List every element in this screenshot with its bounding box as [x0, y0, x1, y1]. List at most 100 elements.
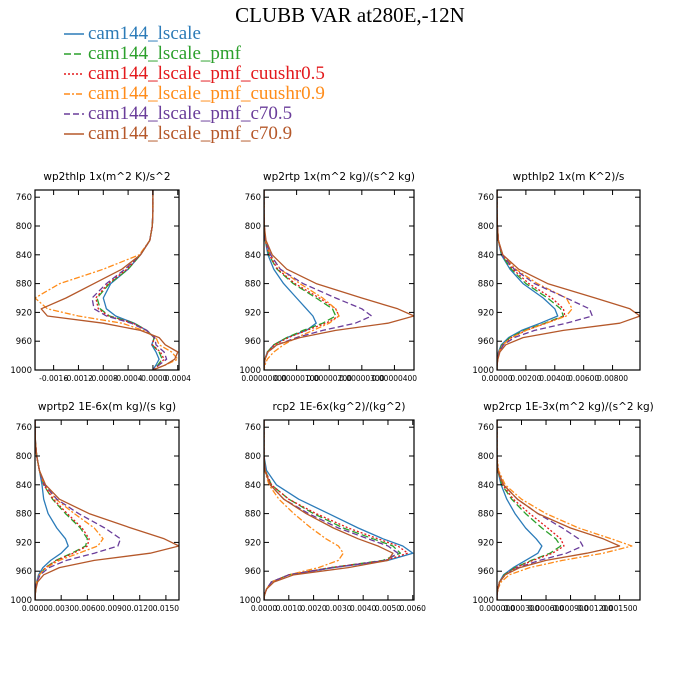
- y-tick-label: 1000: [239, 366, 261, 376]
- y-tick-label: 1000: [10, 596, 32, 606]
- y-tick-label: 840: [245, 481, 261, 491]
- x-tick-label: 0.00800: [597, 374, 628, 383]
- series-line-2: [497, 420, 562, 600]
- series-line-3: [264, 420, 409, 600]
- y-tick-label: 880: [478, 510, 494, 520]
- series-line-6: [40, 190, 179, 370]
- series-line-1: [497, 190, 559, 370]
- x-tick-label: 0.0150: [153, 604, 179, 613]
- y-tick-label: 760: [16, 423, 32, 433]
- plot-frame: [34, 419, 180, 601]
- y-tick-label: 760: [245, 193, 261, 203]
- x-tick-label: -0.0004: [114, 374, 143, 383]
- figure-title: CLUBB VAR at280E,-12N: [235, 3, 465, 27]
- x-tick-label: 0.000900: [553, 604, 589, 613]
- series-line-5: [264, 420, 399, 600]
- y-tick-label: 800: [16, 222, 32, 232]
- plot-frame: [263, 189, 415, 371]
- legend-label: cam144_lscale_pmf_cuushr0.5: [88, 63, 325, 84]
- y-tick-label: 960: [478, 337, 494, 347]
- x-tick-label: 0.0060: [400, 604, 426, 613]
- series-line-5: [91, 190, 168, 370]
- y-tick-label: 880: [245, 280, 261, 290]
- series-line-3: [497, 420, 565, 600]
- y-tick-label: 960: [478, 567, 494, 577]
- series-line-4: [35, 190, 179, 370]
- x-tick-label: 0.0020: [300, 604, 326, 613]
- x-tick-label: 0.0060: [74, 604, 100, 613]
- series-line-3: [95, 190, 165, 370]
- y-tick-label: 920: [478, 308, 494, 318]
- y-tick-label: 960: [245, 567, 261, 577]
- series-line-6: [264, 420, 394, 600]
- y-tick-label: 1000: [10, 366, 32, 376]
- y-tick-label: 960: [16, 337, 32, 347]
- series-group: [264, 190, 414, 370]
- series-line-1: [497, 420, 543, 600]
- panel-1: wp2thlp 1x(m^2 K)/s^2 760 800 840 880 920 960 1…: [10, 171, 191, 383]
- y-tick-label: 1000: [472, 366, 494, 376]
- panel-title: wp2thlp 1x(m^2 K)/s^2: [43, 171, 170, 183]
- panel-title: wp2rtp 1x(m^2 kg)/(s^2 kg): [263, 171, 415, 183]
- series-line-6: [497, 190, 640, 370]
- y-tick-label: 960: [16, 567, 32, 577]
- y-tick-label: 840: [478, 481, 494, 491]
- y-tick-label: 880: [16, 280, 32, 290]
- y-tick-label: 800: [245, 222, 261, 232]
- y-tick-label: 920: [245, 308, 261, 318]
- panel-5: rcp2 1E-6x(kg^2)/(kg^2) 760 800 840 880 920 96…: [239, 401, 426, 613]
- x-tick-label: 0.001200: [577, 604, 613, 613]
- y-tick-label: 840: [16, 251, 32, 261]
- panel-2: wp2rtp 1x(m^2 kg)/(s^2 kg)760 800 840 880 92…: [239, 171, 417, 383]
- x-tick-label: 0.00000: [481, 374, 512, 383]
- legend-label: cam144_lscale_pmf_c70.5: [88, 103, 293, 124]
- x-tick-label: 0.0090: [100, 604, 126, 613]
- x-tick-label: 0.0000: [22, 604, 48, 613]
- legend-swatch-icon: [64, 113, 84, 115]
- panel-title: wpthlp2 1x(m K^2)/s: [513, 171, 625, 183]
- series-line-3: [497, 190, 566, 370]
- x-tick-label: 0.00400: [539, 374, 570, 383]
- series-line-2: [264, 190, 337, 370]
- y-tick-label: 800: [16, 452, 32, 462]
- x-tick-label: 0.0050: [375, 604, 401, 613]
- legend-label: cam144_lscale: [88, 23, 201, 44]
- x-tick-label: 0.0120: [127, 604, 153, 613]
- y-tick-label: 840: [478, 251, 494, 261]
- plot-frame: [34, 189, 180, 371]
- series-line-3: [264, 190, 340, 370]
- x-tick-label: 0.00600: [568, 374, 599, 383]
- y-tick-label: 800: [478, 452, 494, 462]
- panel-title: wp2rcp 1E-3x(m^2 kg)/(s^2 kg): [483, 401, 654, 413]
- plot-frame: [263, 419, 415, 601]
- x-tick-label: 0.0030: [325, 604, 351, 613]
- series-line-5: [264, 190, 373, 370]
- series-line-1: [264, 420, 414, 600]
- x-tick-label: -0.0012: [64, 374, 93, 383]
- y-tick-label: 920: [245, 538, 261, 548]
- y-tick-label: 920: [16, 308, 32, 318]
- y-tick-label: 800: [245, 452, 261, 462]
- panel-6: wp2rcp 1E-3x(m^2 kg)/(s^2 kg) 760 800 840 88…: [472, 401, 653, 613]
- legend-swatch-icon: [64, 33, 84, 35]
- series-line-4: [497, 190, 573, 370]
- y-tick-label: 760: [245, 423, 261, 433]
- y-tick-label: 920: [16, 538, 32, 548]
- series-line-4: [497, 420, 633, 600]
- series-group: [264, 420, 414, 600]
- plot-frame: [496, 419, 641, 601]
- y-tick-label: 920: [478, 538, 494, 548]
- legend-swatch-icon: [64, 53, 84, 55]
- y-tick-label: 880: [245, 510, 261, 520]
- series-line-1: [102, 190, 160, 370]
- y-tick-label: 840: [245, 251, 261, 261]
- y-tick-label: 760: [478, 423, 494, 433]
- series-line-6: [497, 420, 621, 600]
- panel-title: rcp2 1E-6x(kg^2)/(kg^2): [273, 401, 406, 413]
- series-group: [497, 420, 633, 600]
- series-group: [35, 190, 179, 370]
- x-tick-label: 0.000600: [528, 604, 564, 613]
- x-tick-label: 0.00000300: [339, 374, 385, 383]
- x-tick-label: -0.0000: [138, 374, 167, 383]
